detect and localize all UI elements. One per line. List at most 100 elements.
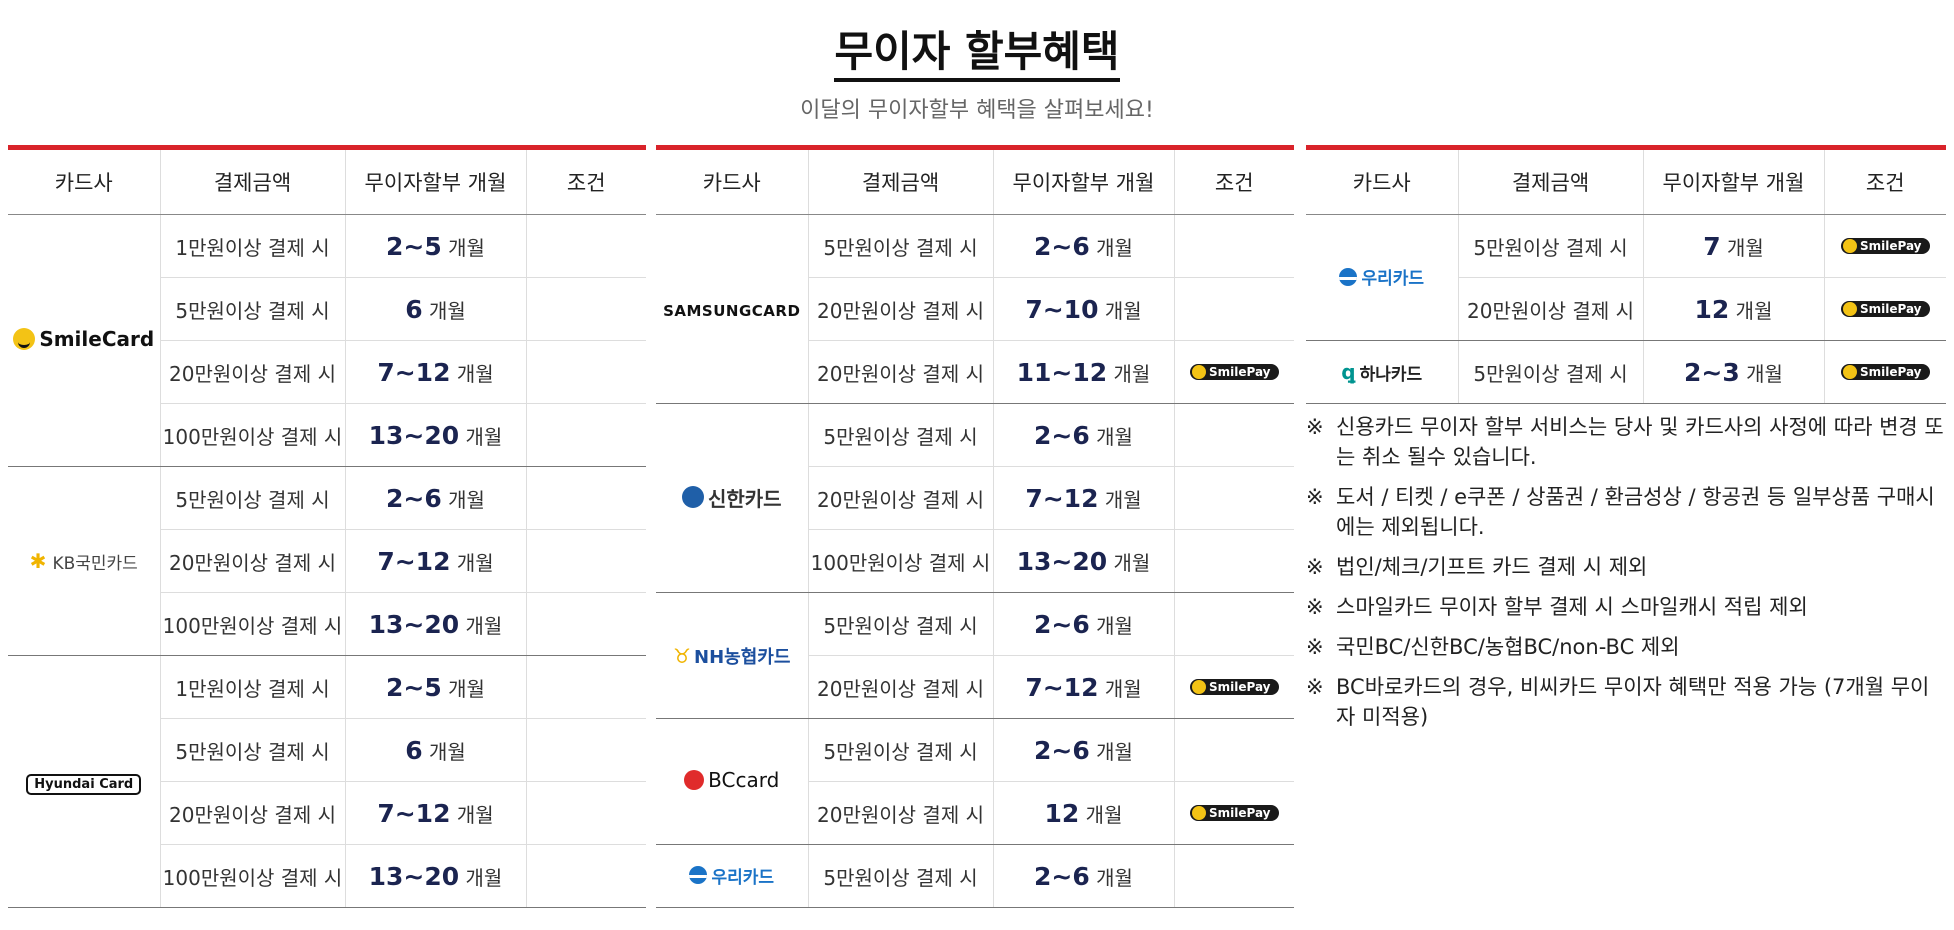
amount-cell: 5만원이상 결제 시 <box>160 466 346 530</box>
months-cell: 7~10 개월 <box>993 277 1175 341</box>
note-item: ※ BC바로카드의 경우, 비씨카드 무이자 혜택만 적용 가능 (7개월 무이자… <box>1306 672 1946 732</box>
bc-logo-text: BCcard <box>708 768 780 792</box>
installment-table-2: 카드사 결제금액 무이자할부 개월 조건 SAMSUNGCARD 5만원이상 결… <box>656 145 1294 908</box>
amount-cell: 20만원이상 결제 시 <box>808 340 994 404</box>
months-value: 7~12 <box>377 546 451 576</box>
card-shinhan: 신한카드 <box>656 403 809 593</box>
table-row: BCcard 5만원이상 결제 시 2~6 개월 <box>656 718 1294 845</box>
months-value: 13~20 <box>368 861 460 891</box>
page-subtitle: 이달의 무이자할부 혜택을 살펴보세요! <box>800 98 1154 123</box>
table-row: 5만원이상 결제 시 6 개월 <box>8 718 646 782</box>
woori-logo: 우리카드 <box>689 863 774 888</box>
smilepay-icon <box>1191 365 1206 379</box>
smilepay-badge-text: SmilePay <box>1859 239 1922 253</box>
shinhan-icon <box>681 486 704 509</box>
months-value: 2~6 <box>386 483 442 513</box>
table-row: 신한카드 5만원이상 결제 시 2~6 개월 <box>656 403 1294 593</box>
months-cell: 7~12 개월 <box>345 340 527 404</box>
note-item: ※ 스마일카드 무이자 할부 결제 시 스마일캐시 적립 제외 <box>1306 592 1946 622</box>
amount-cell: 5만원이상 결제 시 <box>808 844 994 908</box>
months-value: 7 <box>1703 231 1721 261</box>
condition-cell <box>1174 403 1294 467</box>
months-cell: 2~3 개월 <box>1643 340 1825 404</box>
table-row: 5만원이상 결제 시 6 개월 <box>8 277 646 341</box>
months-cell: 7~12 개월 <box>345 529 527 593</box>
months-value: 11~12 <box>1016 357 1108 387</box>
months-value: 7~12 <box>1025 483 1099 513</box>
months-unit: 개월 <box>456 550 494 575</box>
table-row: 20만원이상 결제 시 7~12 개월 <box>656 466 1294 530</box>
months-value: 7~12 <box>377 357 451 387</box>
table-row: 100만원이상 결제 시 13~20 개월 <box>8 592 646 656</box>
header-amount: 결제금액 <box>160 150 346 215</box>
nh-logo-text: NH농협카드 <box>694 646 791 668</box>
months-value: 2~5 <box>386 231 442 261</box>
months-cell: 7 개월 <box>1643 214 1825 278</box>
condition-cell <box>526 844 646 908</box>
amount-cell: 5만원이상 결제 시 <box>160 718 346 782</box>
table-header-row: 카드사 결제금액 무이자할부 개월 조건 <box>8 150 646 215</box>
table-row: 100만원이상 결제 시 13~20 개월 <box>8 403 646 467</box>
months-value: 13~20 <box>368 609 460 639</box>
table-header-row: 카드사 결제금액 무이자할부 개월 조건 <box>656 150 1294 215</box>
table-row: 20만원이상 결제 시 7~10 개월 <box>656 277 1294 341</box>
smilepay-badge: SmilePay <box>1189 805 1279 821</box>
months-unit: 개월 <box>1104 298 1142 323</box>
months-unit: 개월 <box>1104 487 1142 512</box>
months-value: 2~3 <box>1684 357 1740 387</box>
condition-cell: SmilePay <box>1824 277 1946 341</box>
months-cell: 11~12 개월 <box>993 340 1175 404</box>
note-item: ※ 신용카드 무이자 할부 서비스는 당사 및 카드사의 사정에 따라 변경 또는… <box>1306 412 1946 472</box>
months-unit: 개월 <box>465 865 503 890</box>
amount-cell: 20만원이상 결제 시 <box>808 781 994 845</box>
table-row: 100만원이상 결제 시 13~20 개월 <box>656 529 1294 593</box>
smilepay-icon <box>1191 680 1206 694</box>
note-text: 스마일카드 무이자 할부 결제 시 스마일캐시 적립 제외 <box>1336 595 1808 619</box>
note-text: 신용카드 무이자 할부 서비스는 당사 및 카드사의 사정에 따라 변경 또는 … <box>1336 415 1944 469</box>
card-smilecard: SmileCard <box>8 214 161 467</box>
smilepay-icon <box>1842 302 1857 316</box>
amount-cell: 5만원이상 결제 시 <box>808 403 994 467</box>
card-samsung: SAMSUNGCARD <box>656 214 809 404</box>
condition-cell <box>526 592 646 656</box>
bc-icon <box>684 770 705 790</box>
nh-logo: ♉ NH농협카드 <box>673 643 790 669</box>
shinhan-logo-text: 신한카드 <box>707 486 782 511</box>
months-cell: 2~6 개월 <box>993 403 1175 467</box>
card-woori: 우리카드 <box>1306 214 1459 341</box>
smilepay-badge-text: SmilePay <box>1208 680 1271 694</box>
table-row: SAMSUNGCARD 5만원이상 결제 시 2~6 개월 <box>656 214 1294 404</box>
smilepay-badge-text: SmilePay <box>1859 302 1922 316</box>
months-value: 12 <box>1694 294 1730 324</box>
table-row: ♉ NH농협카드 5만원이상 결제 시 2~6 개월 <box>656 592 1294 719</box>
months-unit: 개월 <box>456 802 494 827</box>
page-title: 무이자 할부혜택 <box>0 18 1954 82</box>
months-cell: 2~5 개월 <box>345 655 527 719</box>
amount-cell: 5만원이상 결제 시 <box>1458 340 1644 404</box>
months-cell: 6 개월 <box>345 277 527 341</box>
months-unit: 개월 <box>448 487 485 512</box>
condition-cell: SmilePay <box>1174 340 1294 404</box>
months-unit: 개월 <box>448 235 485 260</box>
months-unit: 개월 <box>1096 739 1133 764</box>
condition-cell <box>526 403 646 467</box>
condition-cell <box>1174 844 1294 908</box>
smilepay-badge: SmilePay <box>1840 301 1930 317</box>
months-unit: 개월 <box>1726 235 1764 260</box>
header-condition: 조건 <box>1824 150 1946 215</box>
months-unit: 개월 <box>428 298 466 323</box>
months-unit: 개월 <box>1735 298 1773 323</box>
table-row: ✱ KB국민카드 5만원이상 결제 시 2~6 개월 <box>8 466 646 656</box>
note-item: ※ 국민BC/신한BC/농협BC/non-BC 제외 <box>1306 632 1946 662</box>
note-mark: ※ <box>1306 485 1324 509</box>
months-unit: 개월 <box>1096 424 1133 449</box>
amount-cell: 20만원이상 결제 시 <box>1458 277 1644 341</box>
hana-logo: ꝗ 하나카드 <box>1341 360 1422 385</box>
amount-cell: 100만원이상 결제 시 <box>160 403 346 467</box>
header-months: 무이자할부 개월 <box>345 150 527 215</box>
months-unit: 개월 <box>448 676 485 701</box>
amount-cell: 20만원이상 결제 시 <box>160 529 346 593</box>
card-nh: ♉ NH농협카드 <box>656 592 809 719</box>
nh-icon: ♉ <box>673 643 692 668</box>
table-row: 우리카드 5만원이상 결제 시 2~6 개월 <box>656 844 1294 908</box>
